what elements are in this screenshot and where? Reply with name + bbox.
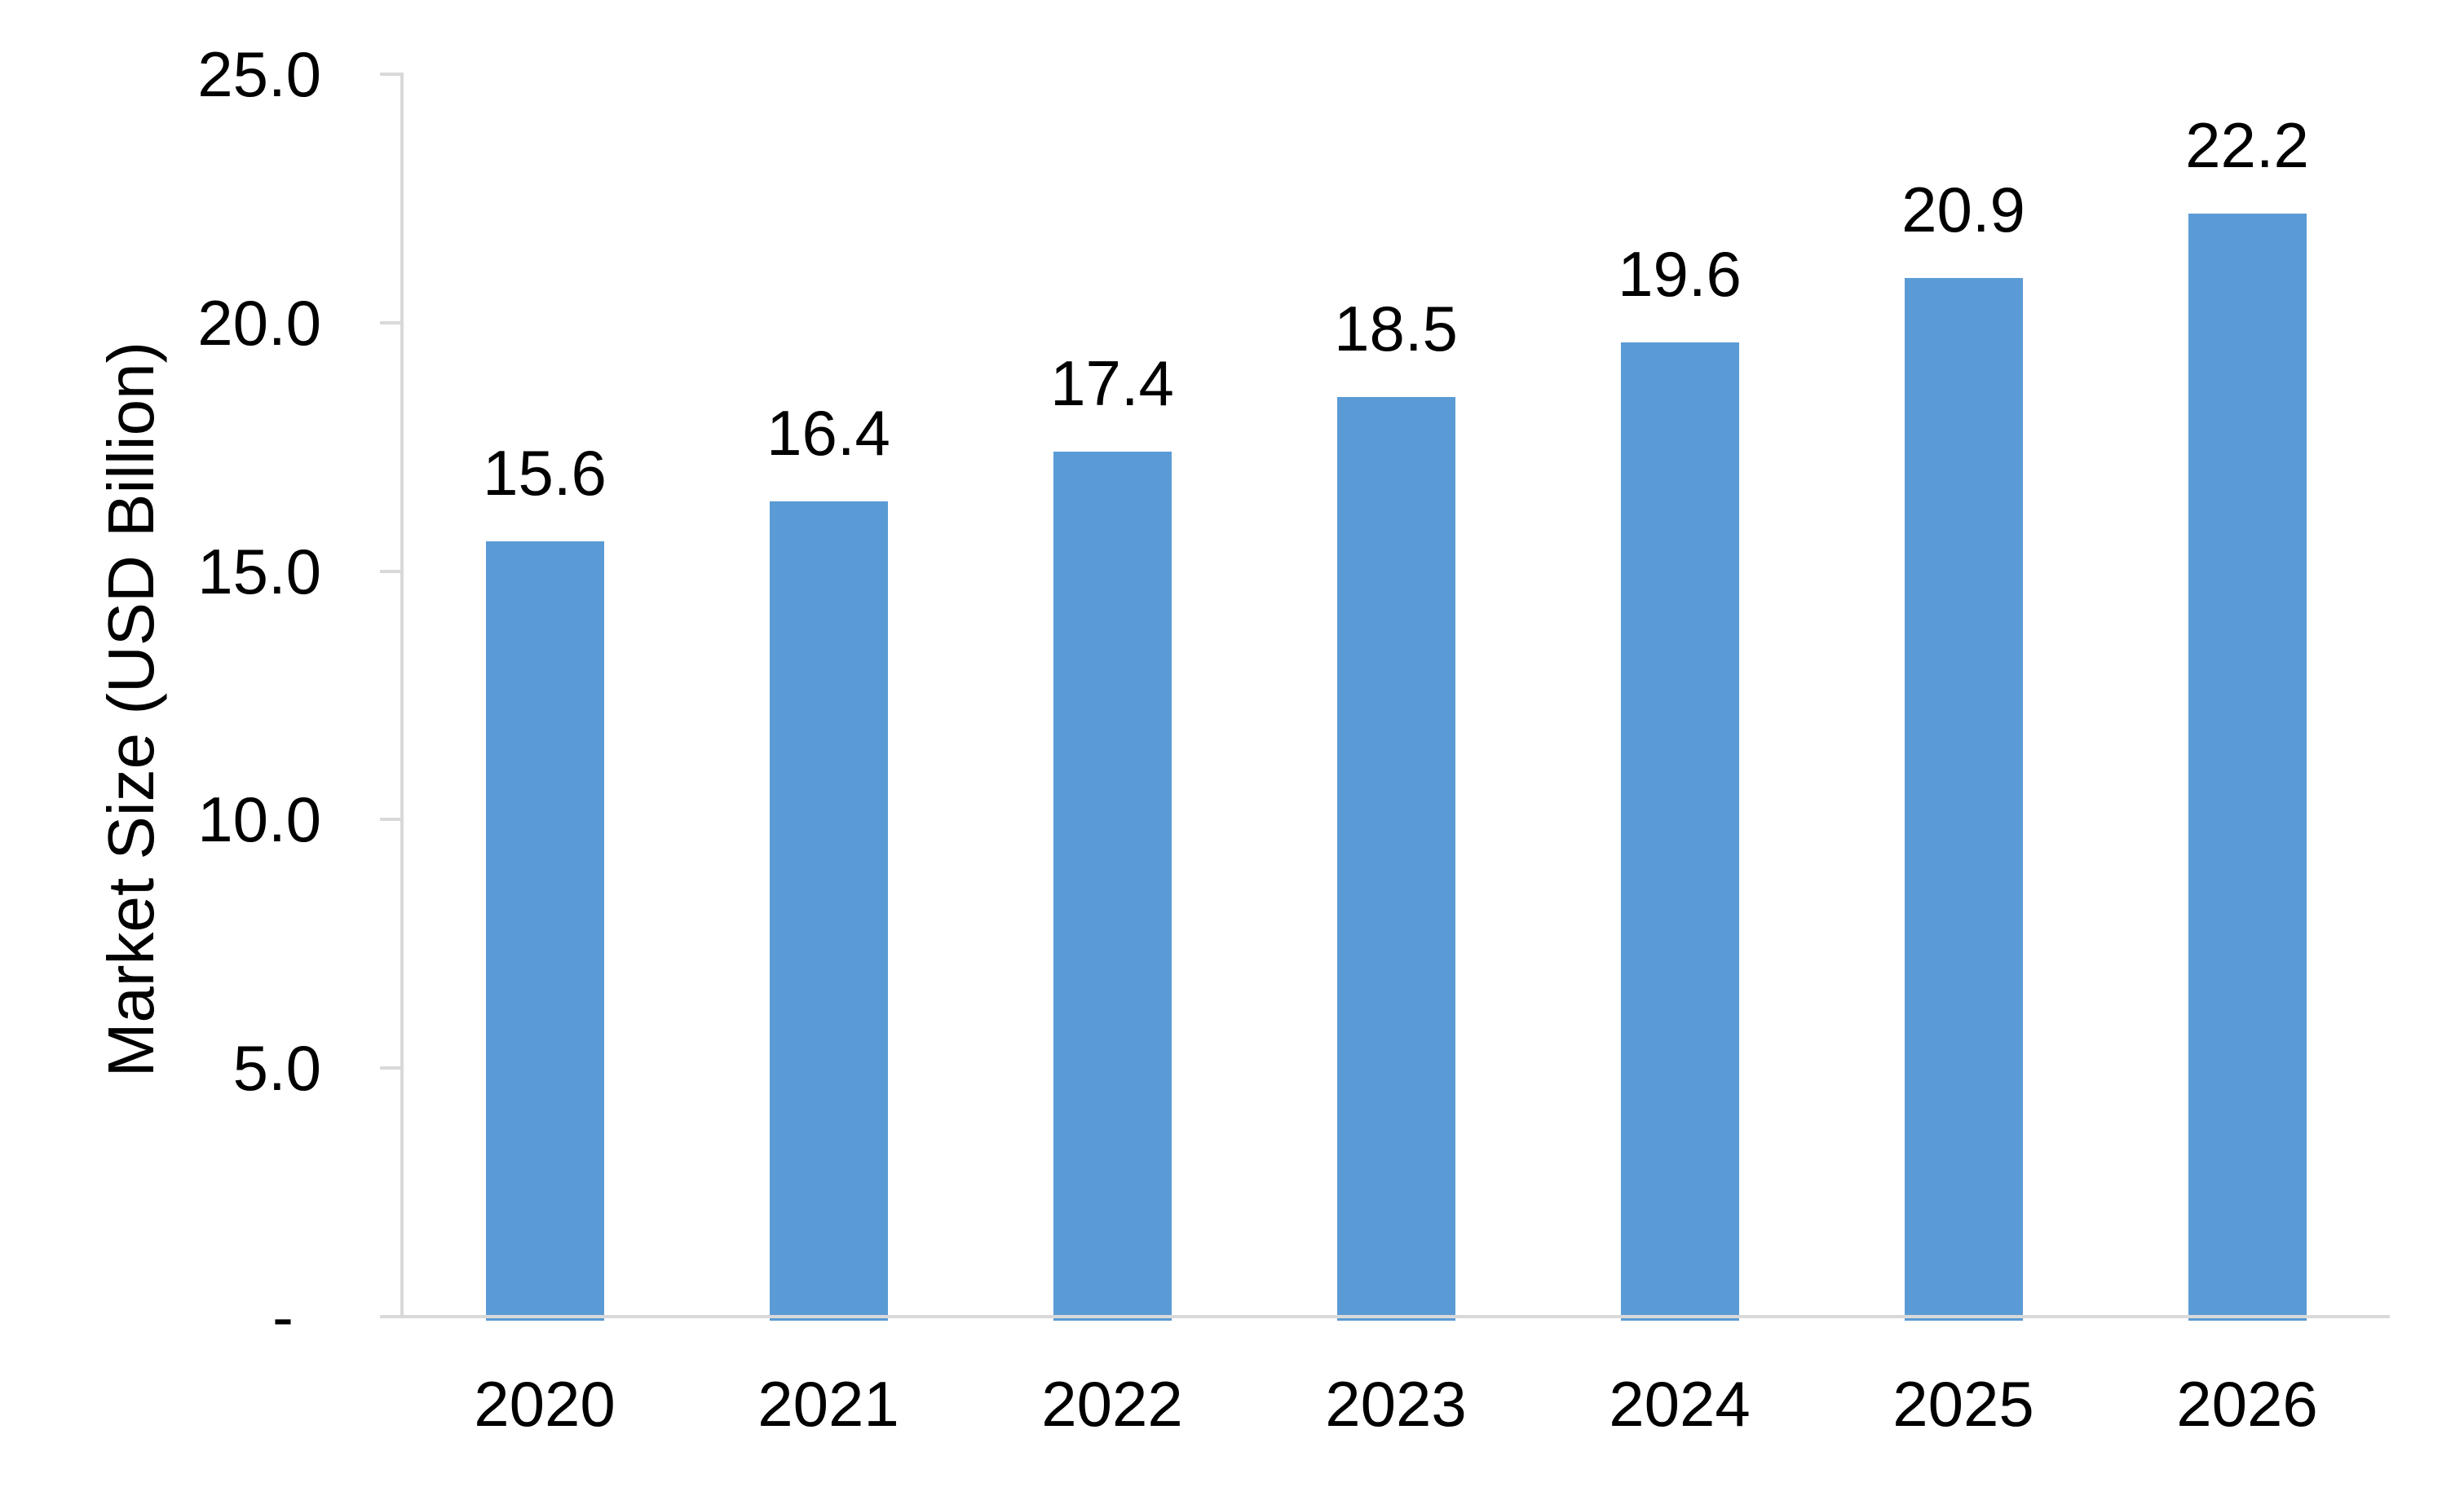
x-category-label: 2021 — [757, 1368, 899, 1440]
bar — [1336, 397, 1455, 1321]
bar-value-label: 20.9 — [1901, 173, 2025, 245]
bar — [1620, 342, 1739, 1321]
x-category-label: 2024 — [1609, 1368, 1751, 1440]
bar — [485, 541, 604, 1321]
y-tick-label: 5.0 — [232, 1032, 321, 1105]
bar-value-label: 16.4 — [766, 397, 890, 470]
bar — [2188, 213, 2307, 1321]
y-axis-tick — [380, 1066, 402, 1070]
x-category-label: 2020 — [474, 1368, 616, 1440]
y-tick-label: 25.0 — [197, 38, 321, 110]
x-category-label: 2026 — [2176, 1368, 2318, 1440]
y-axis-tick — [380, 818, 402, 822]
bar-value-label: 22.2 — [2185, 108, 2309, 181]
x-category-label: 2025 — [1892, 1368, 2034, 1440]
y-tick-label: 15.0 — [197, 535, 321, 607]
y-axis-tick — [380, 569, 402, 573]
x-category-label: 2023 — [1325, 1368, 1467, 1440]
y-axis-tick — [380, 320, 402, 324]
y-axis-tick — [380, 73, 402, 76]
bar-value-label: 18.5 — [1334, 293, 1458, 365]
bar-value-label: 19.6 — [1618, 238, 1742, 311]
x-category-label: 2022 — [1041, 1368, 1183, 1440]
bar-value-label: 15.6 — [483, 437, 607, 510]
y-axis-line — [400, 73, 404, 1318]
y-tick-label: 10.0 — [197, 783, 321, 856]
y-tick-label: - — [272, 1281, 294, 1352]
y-tick-label: 20.0 — [197, 286, 321, 359]
bar-value-label: 17.4 — [1050, 347, 1174, 420]
x-axis-line — [400, 1315, 2390, 1318]
bar — [769, 501, 888, 1321]
y-axis-tick — [380, 1315, 402, 1318]
bar — [1053, 452, 1172, 1321]
bar — [1904, 277, 2023, 1321]
